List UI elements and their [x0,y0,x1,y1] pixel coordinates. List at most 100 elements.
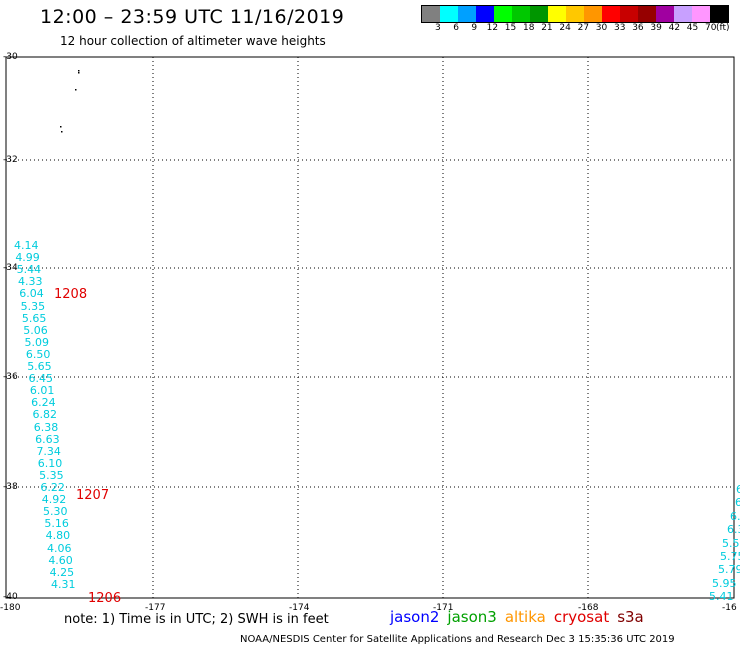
time-marker: 1208 [54,287,88,302]
legend-item-s3a: s3a [617,608,644,626]
wave-height-label: 5.09 [24,335,50,349]
wave-height-label: 6.10 [37,456,63,470]
wave-height-label: 5.35 [39,468,64,482]
wave-height-label: 4.92 [41,493,67,507]
land-dot [60,126,62,128]
scale-swatch [674,6,692,22]
wave-height-label: 6. [730,509,740,523]
wave-height-label: 5.95 [712,576,737,590]
scale-label: 70 [705,23,717,33]
wave-height-label: 5.35 [20,299,46,313]
page-subtitle: 12 hour collection of altimeter wave hei… [60,34,326,48]
longitude-label: -171 [433,603,454,613]
scale-swatch [620,6,638,22]
scale-swatch [476,6,494,22]
scale-label: 12 [486,23,499,33]
longitude-label: -168 [578,603,599,613]
scale-label: 18 [523,23,535,33]
wave-height-label: 6.3 [727,523,740,537]
wave-height-label: 5.44 [16,263,42,277]
wave-height-label: 4.31 [50,577,76,591]
wave-height-label: 5.16 [44,517,69,531]
wave-height-label: 4.14 [14,239,39,252]
latitude-label: -38 [3,482,18,492]
wave-height-label: 6.01 [29,384,55,398]
wave-height-label: 5.5 [722,536,740,550]
latitude-label: -30 [3,52,18,62]
wave-height-label: 6.63 [35,432,60,446]
scale-label: 33 [614,23,626,33]
wave-height-label: 6.82 [32,408,57,422]
scale-label: 21 [541,23,553,33]
footer-credit: NOAA/NESDIS Center for Satellite Applica… [240,634,675,645]
wave-height-label: 5.75 [720,550,740,563]
wave-height-label: 5.41 [709,590,734,604]
scale-unit: (ft) [716,23,730,33]
scale-label: 6 [453,23,459,33]
wave-height-label: 5.65 [21,311,47,325]
scale-label: 24 [559,23,571,33]
wave-height-label: 5.06 [23,323,48,337]
longitude-label: -16 [722,603,737,613]
wave-height-label: 6.45 [28,372,54,386]
wave-height-label: 4.06 [47,541,72,555]
scale-label: 3 [435,23,441,33]
scale-swatch [458,6,476,22]
scale-label: 42 [668,23,681,33]
scale-swatch [656,6,674,22]
longitude-label: -180 [0,603,21,613]
scale-label: 9 [471,23,478,33]
legend-item-jason3: jason3 [447,608,497,626]
scale-swatch [584,6,602,22]
latitude-label: -36 [3,372,18,382]
scale-swatch [548,6,566,22]
latitude-label: -34 [3,263,18,273]
scale-label: 30 [595,23,608,33]
scale-label: 15 [504,23,517,33]
wave-height-label: 5.30 [43,505,68,519]
legend-item-cryosat: cryosat [553,608,610,626]
time-marker: 1207 [76,488,110,503]
wave-height-label: 4.60 [48,553,73,567]
scale-swatch [422,6,440,22]
land-dot [75,89,77,91]
latitude-label: -40 [3,592,18,602]
scale-swatch [512,6,530,22]
scale-swatch [638,6,656,22]
wave-height-label: 5.65 [27,360,52,373]
page-title: 12:00 – 23:59 UTC 11/16/2019 [40,6,345,28]
scale-swatch [440,6,458,22]
land-dot [78,72,80,74]
scale-swatch [602,6,620,22]
wave-height-label: 6.50 [25,347,51,361]
map-plot [5,56,735,599]
wave-height-label: 6.38 [33,420,59,434]
scale-label: 27 [577,23,590,33]
scale-swatch [692,6,710,22]
scale-label: 36 [632,23,644,33]
longitude-label: -177 [145,603,166,613]
color-scale [421,5,729,23]
wave-height-label: 6 [736,483,740,496]
wave-height-label: 4.80 [45,529,71,543]
wave-height-label: 6.22 [40,481,65,494]
scale-label: 39 [650,23,662,33]
wave-height-label: 6.24 [31,396,56,410]
legend-item-jason2: jason2 [390,608,440,626]
wave-height-label: 4.25 [49,565,75,579]
wave-height-label: 4.99 [15,251,40,265]
scale-swatch [710,6,728,22]
wave-height-label: 7.34 [36,444,61,458]
land-dot [78,70,80,72]
scale-swatch [566,6,584,22]
legend-item-altika: altika [504,608,546,626]
scale-label: 45 [686,23,699,33]
longitude-label: -174 [289,603,310,613]
wave-height-label: 4.33 [17,275,43,289]
footer-note: note: 1) Time is in UTC; 2) SWH is in fe… [64,612,329,627]
scale-swatch [494,6,512,22]
wave-height-label: 6 [735,496,740,510]
map-frame [5,56,735,599]
time-marker: 1206 [88,591,122,606]
wave-height-label: 5.79 [718,563,740,577]
